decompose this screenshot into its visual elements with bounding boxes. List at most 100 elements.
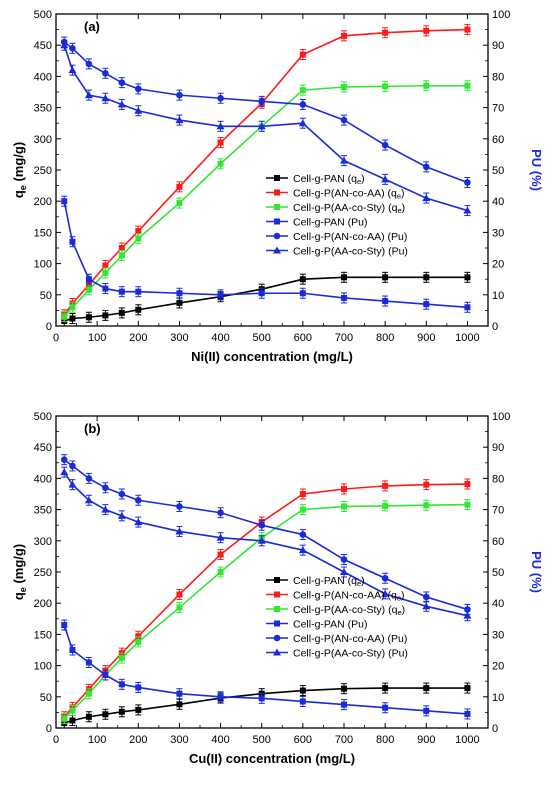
data-point <box>61 715 68 722</box>
chart-panel-a: 0 100 200 300 400 500 600 700 800 900 100005010015… <box>11 9 544 364</box>
y-axis-label: qe (mg/g) <box>11 142 28 198</box>
data-point <box>381 589 390 597</box>
data-point <box>69 717 76 724</box>
data-point <box>217 160 224 167</box>
y-tick-label: 350 <box>34 103 52 115</box>
data-point <box>464 179 471 186</box>
legend-label-tail: ) <box>402 202 406 214</box>
data-point <box>464 82 471 89</box>
data-point <box>382 29 389 36</box>
series-4 <box>60 454 471 615</box>
y2-tick-label: 20 <box>492 259 504 271</box>
legend-marker <box>273 634 281 642</box>
data-point <box>102 312 109 319</box>
y-axis-label: qe (mg/g) <box>11 544 28 600</box>
data-point <box>422 602 431 610</box>
data-point <box>135 288 142 295</box>
data-point <box>381 175 390 183</box>
data-point <box>68 66 77 74</box>
data-point <box>382 274 389 281</box>
y2-tick-label: 80 <box>492 473 504 485</box>
data-point <box>463 611 472 619</box>
legend-label-main: Cell-g-P(AA-co-Sty) (q <box>293 604 398 616</box>
y-tick-label: 100 <box>34 259 52 271</box>
series-2 <box>61 499 471 725</box>
series-5 <box>60 39 472 217</box>
data-point <box>176 690 183 697</box>
x-tick-label: 400 <box>211 734 229 746</box>
y-tick-label: 200 <box>34 598 52 610</box>
data-point <box>216 122 225 130</box>
y2-tick-label: 100 <box>492 411 510 423</box>
data-point <box>382 685 389 692</box>
series-line <box>63 84 468 318</box>
x-tick-label: 500 <box>253 734 271 746</box>
data-point <box>135 228 142 235</box>
data-point <box>464 710 471 717</box>
x-tick-label: 100 <box>88 734 106 746</box>
legend-label-main: Cell-g-P(AN-co-AA) (q <box>293 188 397 200</box>
y-tick-label: 500 <box>34 411 52 423</box>
legend-label: Cell-g-PAN (Pu) <box>293 217 367 229</box>
y2-tick-label: 70 <box>492 103 504 115</box>
data-point <box>61 622 68 629</box>
y-axis-label-main: q <box>11 592 26 600</box>
series-3 <box>61 195 471 313</box>
data-point <box>423 82 430 89</box>
data-point <box>341 685 347 692</box>
x-tick-label: 1000 <box>455 734 479 746</box>
y2-tick-label: 80 <box>492 71 504 83</box>
data-point <box>464 685 471 692</box>
x-tick-label: 400 <box>211 332 229 344</box>
data-point <box>422 163 430 171</box>
legend-label-sub: e <box>357 579 361 588</box>
y2-tick-label: 50 <box>492 567 504 579</box>
data-point <box>135 633 142 640</box>
data-point <box>341 294 347 301</box>
y-axis-label-sub: e <box>18 185 28 190</box>
data-point <box>175 116 184 124</box>
data-point <box>257 536 266 544</box>
series-2 <box>61 80 471 323</box>
data-point <box>101 505 110 513</box>
x-tick-label: 300 <box>170 734 188 746</box>
data-point <box>134 106 143 114</box>
y2-tick-label: 60 <box>492 134 504 146</box>
data-point <box>118 655 125 662</box>
legend-label: Cell-g-PAN (qe) <box>293 575 365 588</box>
y-tick-label: 300 <box>34 536 52 548</box>
data-point <box>217 291 224 298</box>
data-point <box>69 45 76 52</box>
legend-label: Cell-g-P(AA-co-Sty) (Pu) <box>293 246 408 258</box>
legend-marker <box>273 246 281 254</box>
data-point <box>61 313 68 320</box>
series-line <box>63 503 468 720</box>
data-point <box>381 574 389 582</box>
data-point <box>176 503 183 510</box>
data-point <box>464 501 471 508</box>
legend-marker <box>274 175 280 181</box>
y2-tick-label: 90 <box>492 40 504 52</box>
data-point <box>217 94 224 102</box>
data-point <box>463 206 472 214</box>
data-point <box>118 252 125 259</box>
legend: Cell-g-PAN (qe)Cell-g-P(AN-co-AA) (qe)Ce… <box>266 173 408 258</box>
data-point <box>299 506 306 513</box>
legend-label: Cell-g-P(AN-co-AA) (Pu) <box>293 633 407 645</box>
y2-tick-label: 90 <box>492 442 504 454</box>
x-tick-label: 0 <box>53 332 59 344</box>
data-point <box>464 481 471 488</box>
data-point <box>340 156 348 164</box>
data-point <box>423 27 430 34</box>
data-point <box>217 569 224 575</box>
data-point <box>85 475 93 482</box>
legend-label-tail: ) <box>402 604 406 616</box>
data-point <box>117 511 126 519</box>
panel-label: (a) <box>84 19 100 34</box>
data-point <box>423 274 430 281</box>
data-point <box>299 101 307 108</box>
y2-tick-label: 40 <box>492 196 504 208</box>
data-point <box>464 274 471 281</box>
data-point <box>299 276 306 283</box>
